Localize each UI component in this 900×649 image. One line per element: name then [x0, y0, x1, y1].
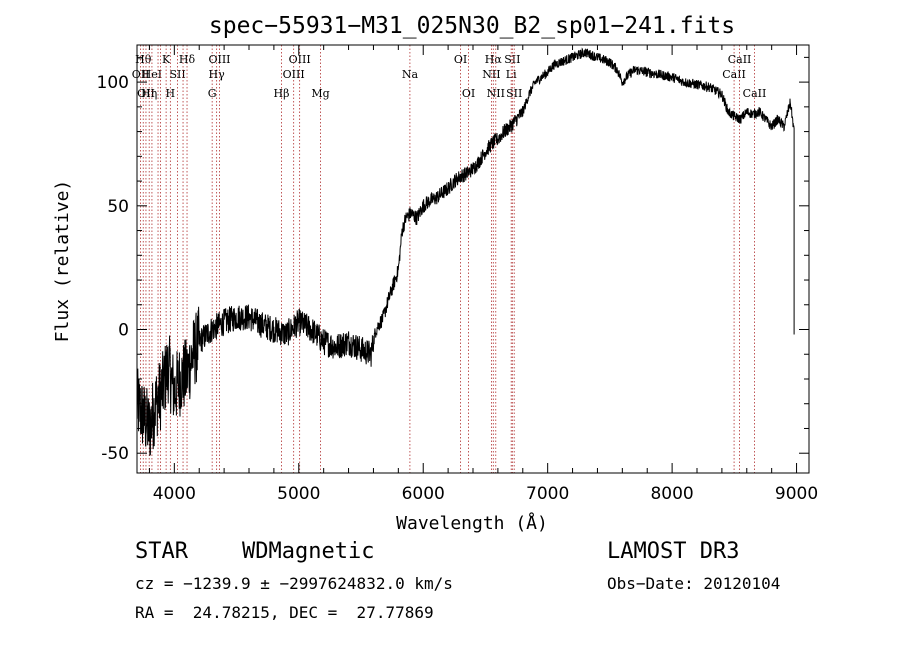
- x-tick-label-5: 9000: [775, 484, 818, 504]
- coordinates: RA = 24.78215, DEC = 27.77869: [135, 603, 434, 622]
- x-tick-label-2: 6000: [402, 484, 445, 504]
- line-label-30: CaII: [743, 87, 767, 100]
- y-tick-label-2: 50: [107, 197, 129, 217]
- spectrum-series: [136, 47, 795, 456]
- line-label-28: CaII: [722, 68, 746, 81]
- line-label-27: SII: [506, 87, 522, 100]
- line-label-13: Hγ: [209, 68, 226, 81]
- y-tick-label-0: -50: [101, 444, 129, 464]
- line-label-7: K: [162, 53, 171, 66]
- line-label-14: OIII: [208, 53, 230, 66]
- line-label-21: OI: [462, 87, 475, 100]
- plot-frame: [136, 44, 810, 474]
- observation-date: Obs−Date: 20120104: [607, 574, 781, 593]
- line-label-9: SII: [169, 68, 185, 81]
- line-label-25: Li: [506, 68, 517, 81]
- x-tick-label-0: 4000: [153, 484, 196, 504]
- line-label-29: CaII: [728, 53, 752, 66]
- line-label-12: G: [208, 87, 217, 100]
- spectral-line-markers: OIIHθOIIHηHeIKHSIIHδGHγOIIIHβOIIIOIIIMgN…: [132, 45, 767, 473]
- line-label-19: Na: [402, 68, 419, 81]
- x-tick-label-4: 8000: [650, 484, 693, 504]
- line-label-20: OI: [454, 53, 467, 66]
- line-label-1: Hθ: [135, 53, 152, 66]
- line-label-15: Hβ: [274, 87, 290, 100]
- line-label-18: Mg: [311, 87, 329, 100]
- line-label-3: Hη: [141, 87, 157, 100]
- axis-ticks: 4000 5000 6000 7000 8000 9000 -50 0 50 100: [97, 45, 818, 504]
- line-label-11: Hδ: [179, 53, 196, 66]
- line-label-24: NII: [487, 87, 505, 100]
- line-label-23: Hα: [485, 53, 503, 66]
- line-label-16: OIII: [283, 68, 305, 81]
- x-axis-label: Wavelength (Å): [396, 512, 548, 534]
- line-label-22: NII: [482, 68, 500, 81]
- survey-name: LAMOST DR3: [607, 539, 740, 564]
- y-tick-label-3: 100: [97, 73, 129, 93]
- line-label-4: HeI: [142, 68, 162, 81]
- line-label-17: OIII: [289, 53, 311, 66]
- y-tick-label-1: 0: [118, 321, 129, 341]
- x-tick-label-3: 7000: [526, 484, 569, 504]
- line-label-0: OII: [132, 68, 150, 81]
- chart-title: spec−55931−M31_025N30_B2_sp01−241.fits: [209, 13, 735, 39]
- line-label-26: SII: [504, 53, 520, 66]
- x-tick-label-1: 5000: [277, 484, 320, 504]
- spectrum-line: [136, 47, 795, 456]
- y-axis-label: Flux (relative): [52, 180, 73, 343]
- redshift-info: cz = −1239.9 ± −2997624832.0 km/s: [135, 574, 453, 593]
- object-class: STAR: [135, 539, 188, 564]
- object-subclass: WDMagnetic: [242, 539, 375, 564]
- line-label-8: H: [166, 87, 176, 100]
- line-label-2: OII: [137, 87, 155, 100]
